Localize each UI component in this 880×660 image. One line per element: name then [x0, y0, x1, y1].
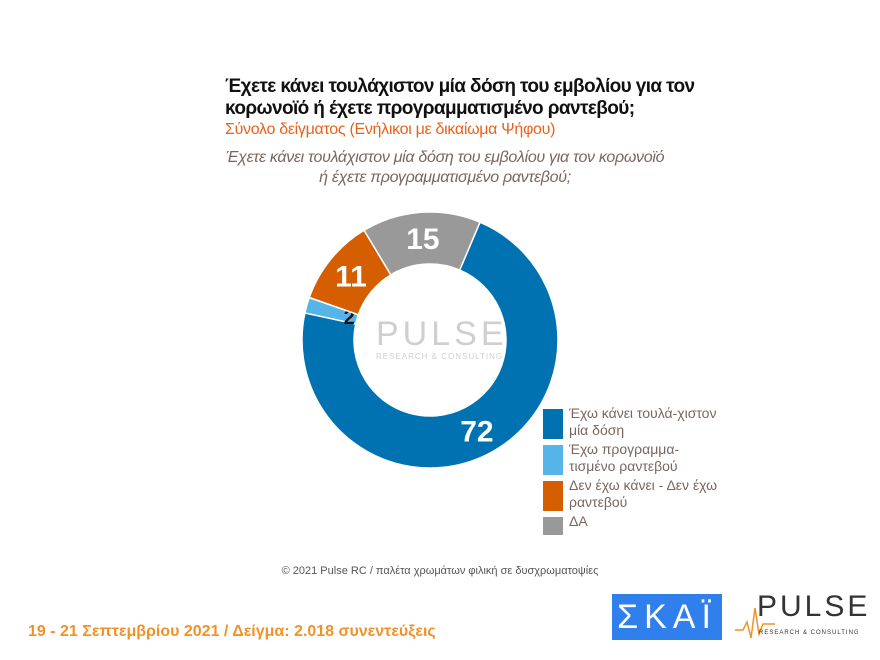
legend-swatch — [543, 445, 563, 475]
donut-slice — [363, 211, 481, 276]
legend-item: ΔΑ — [543, 513, 733, 535]
slide-title: Έχετε κάνει τουλάχιστον μία δόση του εμβ… — [225, 76, 695, 119]
legend-swatch — [543, 481, 563, 511]
chart-title: Έχετε κάνει τουλάχιστον μία δόση του εμβ… — [225, 149, 665, 186]
copyright-footer: © 2021 Pulse RC / παλέτα χρωμάτων φιλική… — [281, 565, 599, 577]
pulse-wave-icon — [735, 607, 775, 639]
data-label: 15 — [406, 223, 439, 256]
skai-logo: ΣΚΑΪ — [612, 594, 722, 640]
data-label: 11 — [335, 261, 367, 294]
legend-item: Δεν έχω κάνει - Δεν έχω ραντεβού — [543, 477, 733, 511]
legend-item: Έχω κάνει τουλά-χιστον μία δόση — [543, 405, 733, 439]
header: Έχετε κάνει τουλάχιστον μία δόση του εμβ… — [225, 76, 745, 188]
sample-subtitle: Σύνολο δείγματος (Ενήλικοι με δικαίωμα Ψ… — [225, 121, 556, 138]
data-label: 2 — [344, 307, 355, 329]
legend-swatch — [543, 517, 563, 535]
legend-label: Έχω προγραμμα-τισμένο ραντεβού — [569, 441, 680, 474]
watermark-text: PULSE — [376, 315, 508, 353]
data-label: 72 — [460, 416, 493, 449]
donut-slice — [301, 221, 559, 469]
legend-label: Δεν έχω κάνει - Δεν έχω ραντεβού — [569, 477, 718, 510]
legend-item: Έχω προγραμμα-τισμένο ραντεβού — [543, 441, 733, 475]
legend-label: Έχω κάνει τουλά-χιστον μία δόση — [569, 405, 717, 438]
pulse-logo: PULSE RESEARCH & CONSULTING — [735, 590, 875, 640]
watermark-sub: RESEARCH & CONSULTING — [376, 352, 504, 361]
pulse-logo-sub: RESEARCH & CONSULTING — [759, 630, 860, 636]
legend: Έχω κάνει τουλά-χιστον μία δόση Έχω προγ… — [543, 405, 733, 537]
legend-swatch — [543, 409, 563, 439]
pulse-logo-text: PULSE — [757, 590, 871, 623]
pulse-watermark: PULSE RESEARCH & CONSULTING — [376, 316, 508, 362]
legend-label: ΔΑ — [569, 513, 588, 529]
survey-dates: 19 - 21 Σεπτεμβρίου 2021 / Δείγμα: 2.018… — [28, 623, 436, 640]
